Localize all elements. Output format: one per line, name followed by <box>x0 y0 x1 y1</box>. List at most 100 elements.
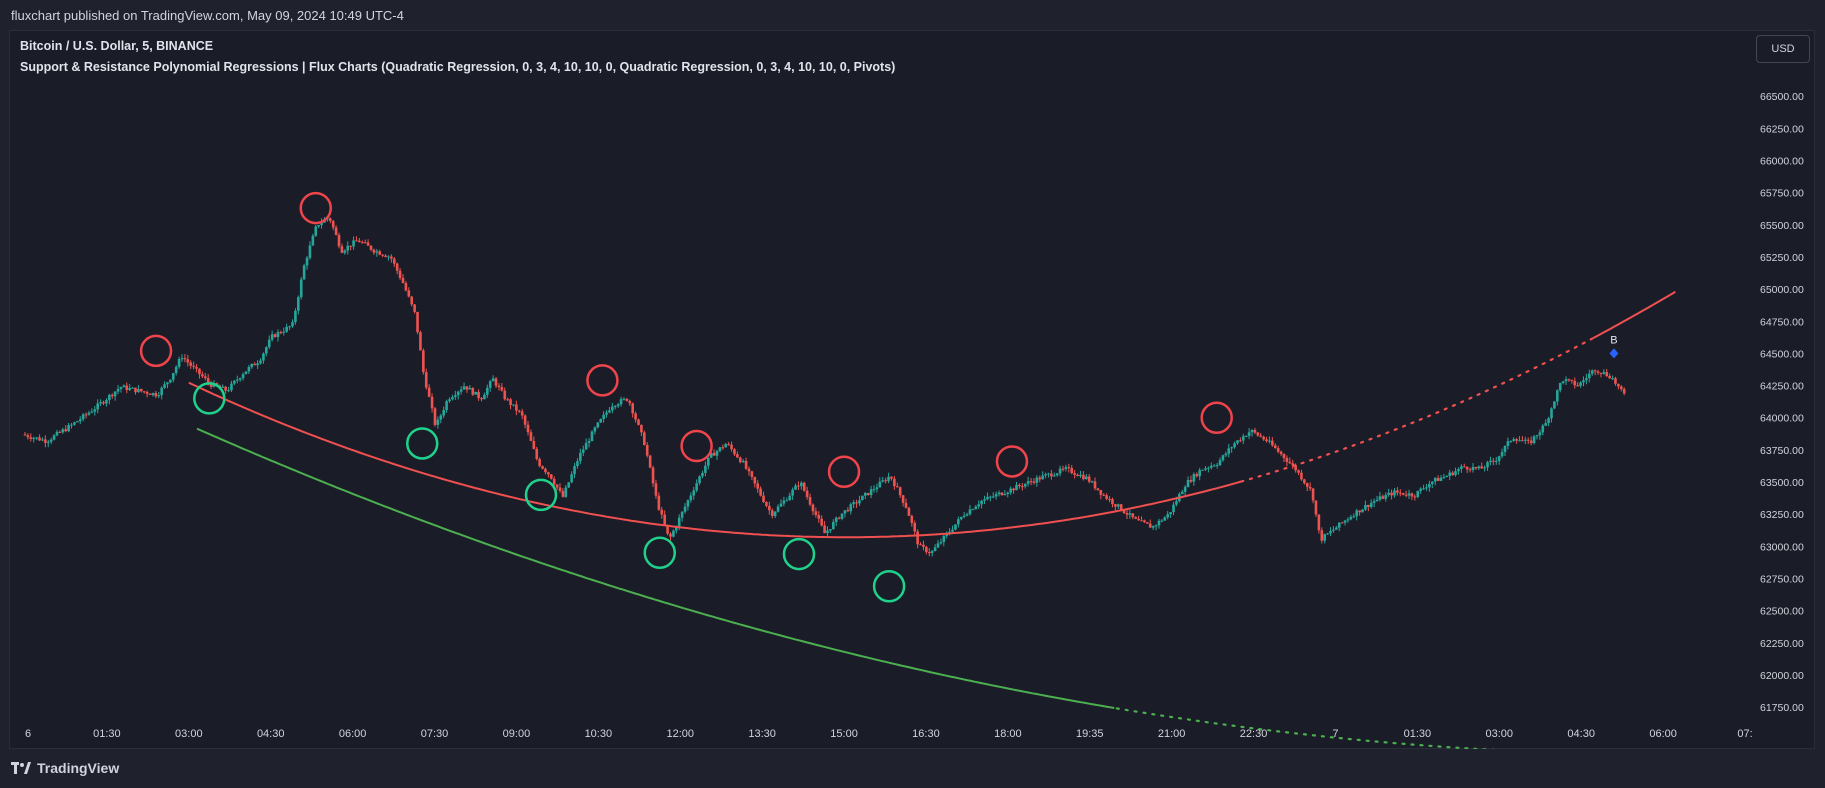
pivot-high-circle <box>586 364 619 397</box>
x-tick-label: 03:00 <box>1486 728 1514 740</box>
candle-body <box>701 472 704 477</box>
x-tick-label: 18:00 <box>994 728 1022 740</box>
price-axis: 66500.00 66250.00 66000.00 65750.00 65500.00… <box>1760 91 1804 714</box>
candle-body <box>898 487 902 496</box>
candle-body <box>1564 379 1568 382</box>
time-axis: 6 01:30 03:00 04:30 06:00 07:30 09:00 10:30 12:0… <box>25 728 1753 740</box>
candle-body <box>910 515 914 524</box>
candle-body <box>866 492 870 495</box>
candle-body <box>1541 425 1545 433</box>
candle-body <box>64 429 68 432</box>
candle-body <box>1579 382 1582 386</box>
candle-body <box>1422 488 1425 490</box>
chart-pane[interactable] <box>9 30 1815 749</box>
candle-body <box>331 220 335 228</box>
currency-button[interactable]: USD <box>1756 35 1810 63</box>
candle-body <box>1305 483 1309 487</box>
candle-body <box>1509 440 1513 442</box>
candle-body <box>1596 371 1600 373</box>
candle-body <box>1337 522 1341 528</box>
candle-body <box>73 422 76 425</box>
candle-body <box>1090 481 1094 483</box>
candle-body <box>1035 477 1039 483</box>
candle-body <box>1087 476 1091 482</box>
candle-body <box>1468 469 1472 471</box>
candle-body <box>1323 534 1327 541</box>
candle-body <box>1297 470 1300 473</box>
candle-body <box>834 517 838 523</box>
candle-body <box>352 240 355 247</box>
candle-body <box>1163 517 1167 521</box>
tradingview-logo[interactable]: TradingView <box>11 760 119 776</box>
candle-body <box>1172 504 1175 513</box>
candle-body <box>384 255 387 257</box>
candle-body <box>1055 473 1059 476</box>
price-chart[interactable]: B 66500.00 66250.00 66000.00 65750.00 65500.… <box>0 0 1825 749</box>
candle-body <box>712 453 716 456</box>
candle-body <box>1407 493 1411 496</box>
candle-body <box>1230 447 1233 449</box>
candle-body <box>1082 474 1085 480</box>
candle-body <box>1265 439 1268 442</box>
candle-body <box>1273 445 1277 449</box>
symbol-title[interactable]: Bitcoin / U.S. Dollar, 5, BINANCE <box>20 39 214 53</box>
candle-body <box>1262 436 1265 440</box>
candle-body <box>1529 440 1533 444</box>
candle-body <box>355 240 358 242</box>
candle-body <box>901 495 905 503</box>
candle-body <box>1384 494 1388 499</box>
candle-body <box>1105 495 1108 499</box>
candle-body <box>1494 460 1498 462</box>
candle-body <box>483 394 486 400</box>
candle-body <box>881 480 885 482</box>
candle-body <box>241 374 245 379</box>
candle-body <box>1448 472 1452 477</box>
candle-body <box>727 444 730 446</box>
candle-body <box>974 506 978 510</box>
candle-body <box>1038 477 1042 480</box>
candle-body <box>1154 525 1158 527</box>
candle-body <box>1227 448 1231 454</box>
candle-body <box>1462 466 1466 468</box>
candle-body <box>1576 385 1579 387</box>
candle-body <box>366 242 370 246</box>
candle-body <box>1326 533 1329 535</box>
candle-body <box>599 419 603 423</box>
candle-body <box>631 403 634 414</box>
candle-body <box>1364 505 1367 510</box>
candle-body <box>294 310 297 323</box>
candle-body <box>1535 435 1539 437</box>
regression-curves <box>188 290 1676 749</box>
candle-body <box>645 444 649 456</box>
candle-body <box>913 523 917 532</box>
x-tick-label: 01:30 <box>93 728 121 740</box>
candle-body <box>1021 486 1024 488</box>
candle-body <box>131 387 134 389</box>
candle-body <box>1253 429 1257 433</box>
published-info: fluxchart published on TradingView.com, … <box>11 8 404 23</box>
candle-body <box>233 380 236 384</box>
candle-body <box>401 277 405 283</box>
candle-body <box>1239 440 1242 442</box>
candle-body <box>1207 467 1210 469</box>
candle-body <box>596 422 600 428</box>
indicator-title[interactable]: Support & Resistance Polynomial Regressi… <box>20 60 896 74</box>
candle-body <box>744 460 748 469</box>
candle-body <box>773 511 777 516</box>
candle-body <box>154 393 158 397</box>
candle-body <box>1294 465 1297 471</box>
candle-body <box>823 525 826 534</box>
candle-body <box>785 500 789 502</box>
y-tick-label: 64500.00 <box>1760 348 1804 360</box>
candle-body <box>1108 498 1111 500</box>
candle-body <box>672 530 675 537</box>
candle-body <box>515 404 518 411</box>
candle-body <box>279 332 283 334</box>
candle-body <box>619 399 623 405</box>
candle-body <box>666 524 669 534</box>
signal-marker: B <box>1609 334 1619 359</box>
candle-body <box>680 511 684 518</box>
candle-body <box>1430 481 1434 485</box>
y-tick-label: 63000.00 <box>1760 541 1804 553</box>
y-tick-label: 62500.00 <box>1760 606 1804 618</box>
